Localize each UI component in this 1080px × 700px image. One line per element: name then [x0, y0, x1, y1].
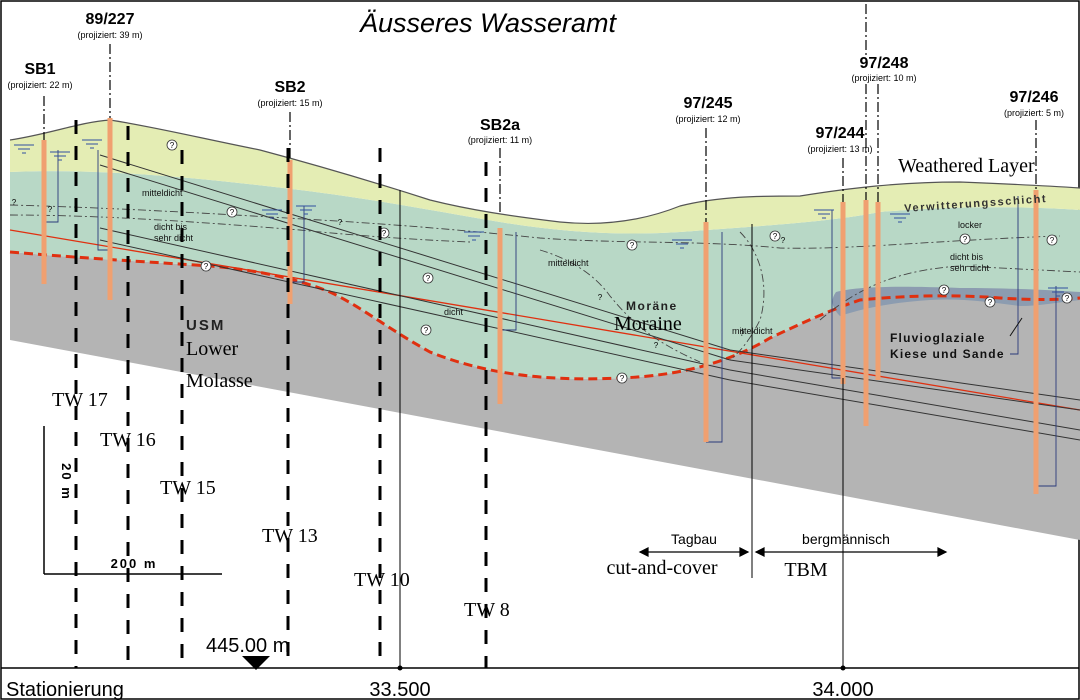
- scale-bar: [43, 426, 222, 575]
- unit-moraine-de: Moräne: [626, 299, 678, 313]
- borehole-name: SB1: [24, 61, 55, 78]
- tw-label: TW 10: [354, 569, 410, 591]
- unit-usm-en-line2: Molasse: [186, 370, 253, 392]
- molasse-layer: [10, 252, 1080, 540]
- density-label: sehr dicht: [950, 263, 990, 273]
- density-boundaries: [9, 204, 1080, 363]
- construction-bergmaennisch-en: TBM: [784, 559, 828, 581]
- tw-label: TW 16: [100, 429, 156, 451]
- borehole-guides: [44, 150, 1057, 487]
- density-labels: mitteldicht dicht bis sehr dicht mitteld…: [142, 188, 990, 336]
- svg-text:?: ?: [424, 326, 429, 335]
- unit-usm-en-line1: Lower: [186, 338, 239, 360]
- density-label: mitteldicht: [142, 188, 183, 198]
- svg-text:?: ?: [781, 236, 786, 245]
- borehole-note: (projiziert: 12 m): [675, 114, 740, 124]
- unit-weathered-en: Weathered Layer: [898, 155, 1035, 177]
- tw-label: TW 15: [160, 477, 216, 499]
- svg-text:?: ?: [654, 341, 659, 350]
- borehole-columns: [41, 118, 1039, 494]
- unit-fluvio-line1: Fluvioglaziale: [890, 331, 986, 345]
- unit-fluvio-line2: Kiese und Sande: [890, 347, 1005, 361]
- svg-text:?: ?: [12, 198, 17, 207]
- borehole-name: SB2a: [480, 117, 520, 134]
- borehole-name: 97/245: [684, 95, 733, 112]
- elevation-marker: [242, 656, 270, 670]
- borehole-leaders: [43, 4, 1037, 222]
- tw-labels: TW 17 TW 16 TW 15 TW 13 TW 10 TW 8: [52, 389, 510, 621]
- svg-text:?: ?: [942, 286, 947, 295]
- svg-text:?: ?: [170, 141, 175, 150]
- construction-tagbau: Tagbau: [671, 531, 717, 547]
- borehole-note: (projiziert: 15 m): [257, 98, 322, 108]
- borehole-labels: SB1 (projiziert: 22 m) 89/227 (projizier…: [7, 11, 1064, 154]
- borehole-name: 97/246: [1010, 89, 1059, 106]
- svg-text:?: ?: [620, 374, 625, 383]
- density-label: dicht: [444, 307, 464, 317]
- scale-vertical-label: 20 m: [59, 463, 74, 501]
- construction-arrows: [638, 547, 948, 557]
- svg-text:?: ?: [598, 293, 603, 302]
- svg-text:?: ?: [988, 298, 993, 307]
- profile-title: Äusseres Wasseramt: [358, 8, 618, 38]
- elevation-label: 445.00 m: [206, 635, 289, 657]
- density-label: dicht bis: [950, 252, 984, 262]
- unit-moraine-en: Moraine: [614, 313, 682, 335]
- svg-text:?: ?: [1050, 236, 1055, 245]
- station-axis-label: Stationierung: [6, 679, 124, 700]
- tw-label: TW 8: [464, 599, 510, 621]
- density-label: mitteldicht: [732, 326, 773, 336]
- density-label: mitteldicht: [548, 258, 589, 268]
- svg-text:?: ?: [1065, 294, 1070, 303]
- scale-horizontal-label: 200 m: [111, 556, 158, 571]
- borehole-name: 97/248: [860, 55, 909, 72]
- construction-bergmaennisch: bergmännisch: [802, 531, 890, 547]
- station-tick-label: 33.500: [369, 679, 430, 700]
- svg-text:?: ?: [740, 329, 745, 338]
- svg-text:?: ?: [773, 232, 778, 241]
- borehole-name: 89/227: [86, 11, 135, 28]
- density-label: dicht bis: [154, 222, 188, 232]
- tw-label: TW 13: [262, 525, 318, 547]
- svg-text:?: ?: [426, 274, 431, 283]
- tw-dashed-lines: [74, 120, 488, 668]
- svg-text:?: ?: [204, 262, 209, 271]
- density-label: locker: [958, 220, 982, 230]
- station-tick-label: 34.000: [812, 679, 873, 700]
- borehole-note: (projiziert: 39 m): [77, 30, 142, 40]
- surface-line: [9, 119, 1080, 225]
- uncertainty-marks: ? ? ? ? ? ? ? ? ? ? ? ? ? ? ? ? ? ? ? ? …: [12, 139, 1073, 384]
- moraine-layer: [10, 171, 1080, 379]
- svg-text:?: ?: [963, 235, 968, 244]
- borehole-note: (projiziert: 13 m): [807, 144, 872, 154]
- svg-text:?: ?: [382, 229, 387, 238]
- fluvio-leader-line: [1009, 317, 1023, 337]
- borehole-note: (projiziert: 10 m): [851, 73, 916, 83]
- station-tick-34000: [840, 665, 846, 671]
- unit-usm: USM: [186, 317, 225, 334]
- svg-text:?: ?: [338, 218, 343, 227]
- borehole-name: 97/244: [816, 125, 865, 142]
- weathered-layer: [10, 120, 1080, 234]
- station-tick-33500: [397, 665, 403, 671]
- construction-tagbau-en: cut-and-cover: [606, 557, 717, 579]
- borehole-note: (projiziert: 11 m): [468, 135, 532, 145]
- density-label: sehr dicht: [154, 233, 194, 243]
- svg-text:?: ?: [230, 208, 235, 217]
- borehole-note: (projiziert: 5 m): [1004, 108, 1064, 118]
- svg-text:?: ?: [48, 205, 53, 214]
- groundwater-symbols: [14, 139, 1068, 297]
- tw-label: TW 17: [52, 389, 108, 411]
- svg-text:?: ?: [630, 241, 635, 250]
- station-verticals: [399, 190, 844, 668]
- borehole-name: SB2: [274, 79, 305, 96]
- borehole-note: (projiziert: 22 m): [7, 80, 72, 90]
